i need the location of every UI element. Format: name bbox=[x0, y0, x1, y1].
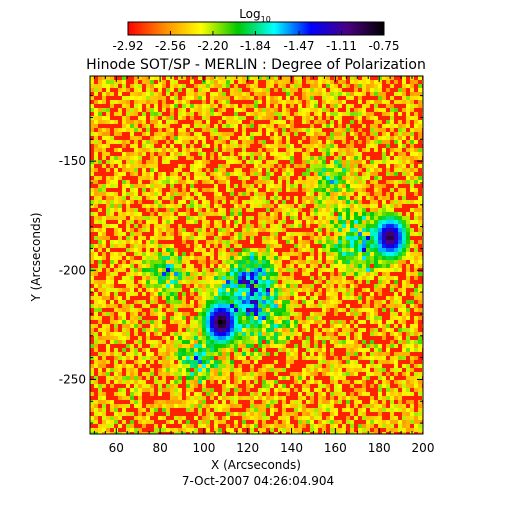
x-tick-label: 120 bbox=[236, 441, 259, 455]
x-tick-label: 80 bbox=[152, 441, 167, 455]
colorbar-tick-label: -1.47 bbox=[284, 39, 315, 53]
colorbar-tick-label: -1.84 bbox=[240, 39, 271, 53]
colorbar-tick-label: -1.11 bbox=[326, 39, 357, 53]
colorbar: Log10 -2.92 -2.56 -2.20 -1.84 -1.47 -1.11 -0.7… bbox=[112, 7, 399, 53]
observation-timestamp: 7-Oct-2007 04:26:04.904 bbox=[182, 474, 334, 488]
x-tick-label: 200 bbox=[412, 441, 435, 455]
chart-title: Hinode SOT/SP - MERLIN : Degree of Polar… bbox=[86, 57, 426, 73]
y-tick-label: -200 bbox=[59, 263, 86, 277]
x-tick-label: 160 bbox=[324, 441, 347, 455]
x-tick-label: 180 bbox=[368, 441, 391, 455]
colorbar-ticks: -2.92 -2.56 -2.20 -1.84 -1.47 -1.11 -0.75 bbox=[112, 31, 400, 53]
x-axis: 60 80 100 120 140 160 180 200 bbox=[93, 76, 435, 455]
colorbar-tick-label: -2.20 bbox=[197, 39, 228, 53]
colorbar-gradient bbox=[127, 21, 385, 36]
colorbar-tick-label: -2.56 bbox=[155, 39, 186, 53]
y-axis: -150 -200 -250 bbox=[59, 95, 423, 424]
y-tick-label: -250 bbox=[59, 372, 86, 386]
colorbar-tick-label: -2.92 bbox=[112, 39, 143, 53]
x-tick-label: 100 bbox=[192, 441, 215, 455]
x-axis-label: X (Arcseconds) bbox=[211, 458, 301, 472]
y-tick-label: -150 bbox=[59, 154, 86, 168]
plot-frame bbox=[89, 75, 424, 435]
colorbar-label: Log10 bbox=[239, 7, 271, 24]
y-axis-label: Y (Arcseconds) bbox=[29, 212, 43, 302]
x-tick-label: 140 bbox=[280, 441, 303, 455]
heatmap-image bbox=[90, 76, 423, 434]
x-tick-label: 60 bbox=[109, 441, 124, 455]
colorbar-tick-label: -0.75 bbox=[368, 39, 399, 53]
